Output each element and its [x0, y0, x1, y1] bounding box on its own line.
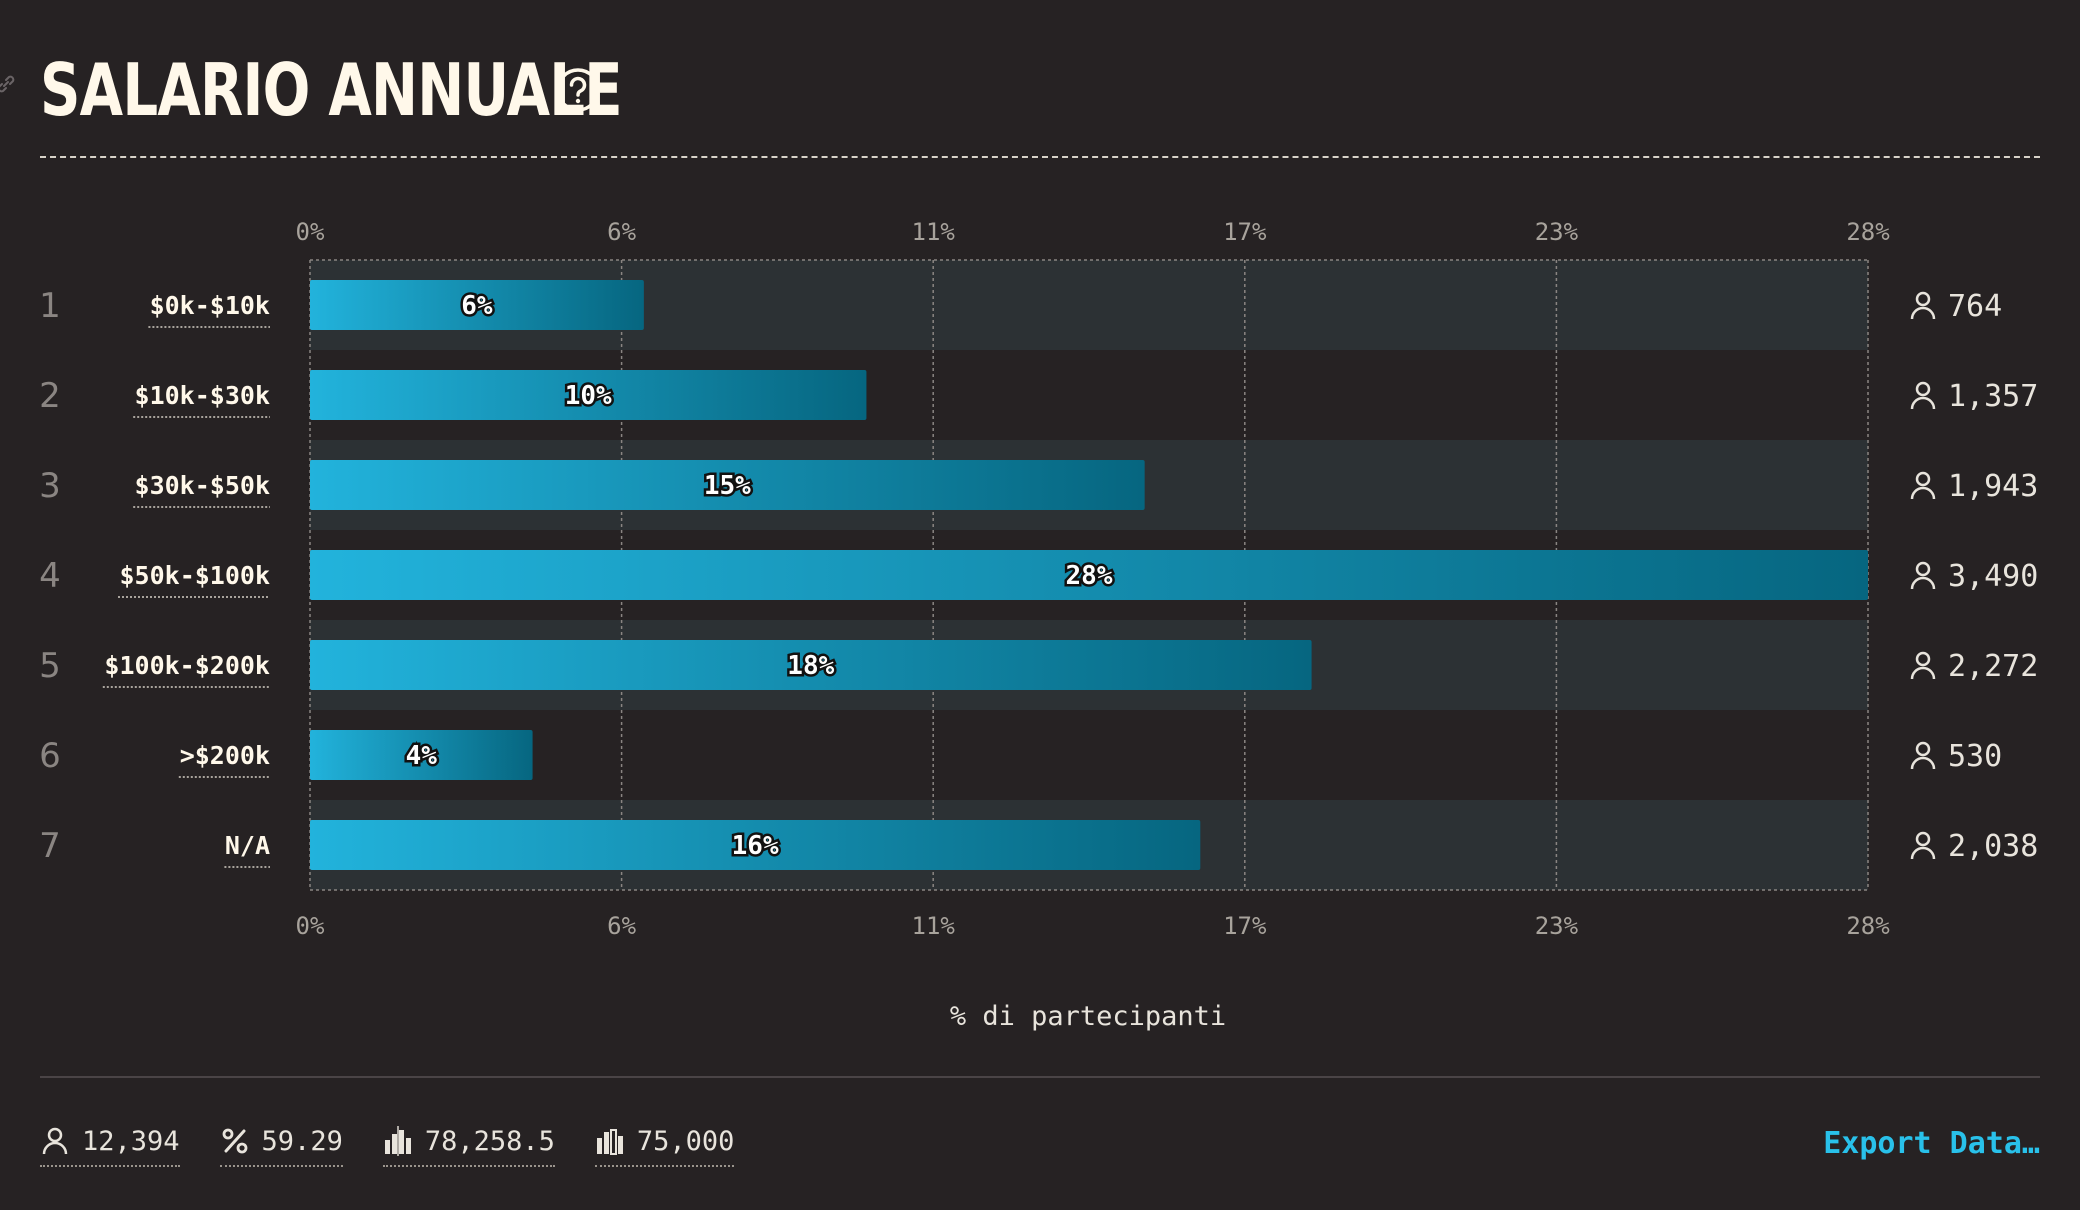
bar-value-label: 28% [1066, 561, 1113, 591]
stat-percent[interactable]: 59.29 [219, 1121, 343, 1167]
respondent-count: 3,490 [1948, 559, 2038, 594]
footer-divider [40, 1076, 2040, 1078]
person-icon-body [1910, 306, 1936, 320]
person-icon-body [1910, 576, 1936, 590]
bar-value-label: 6% [461, 291, 493, 321]
row-rank: 3 [39, 466, 61, 506]
export-data-link[interactable]: Export Data… [1823, 1126, 2040, 1161]
respondent-count: 1,943 [1948, 469, 2038, 504]
stat-median[interactable]: 75,000 [594, 1121, 735, 1167]
person-icon [1910, 651, 1936, 680]
category-label: $0k-$10k [150, 291, 270, 320]
respondent-count: 530 [1948, 739, 2002, 774]
person-icon-head [1915, 291, 1931, 307]
person-icon [1910, 561, 1936, 590]
bar-value-label: 15% [704, 471, 751, 501]
respondent-count: 2,038 [1948, 829, 2038, 864]
bar-value-label: 10% [565, 381, 612, 411]
x-tick-label-bottom: 6% [607, 912, 636, 940]
bar-value-label: 18% [787, 651, 834, 681]
bar [310, 370, 867, 420]
row-rank: 6 [39, 736, 61, 776]
respondent-count: 764 [1948, 289, 2002, 324]
bar [310, 820, 1201, 870]
row-rank: 5 [39, 646, 61, 686]
category-label: $50k-$100k [119, 561, 270, 590]
person-icon-head [1915, 471, 1931, 487]
person-icon-body [1910, 486, 1936, 500]
x-tick-label-bottom: 0% [296, 912, 325, 940]
person-icon-body [1910, 846, 1936, 860]
person-icon-body [1910, 396, 1936, 410]
title-divider [40, 156, 2040, 158]
person-icon-head [1915, 651, 1931, 667]
bar [310, 460, 1145, 510]
person-icon [1910, 831, 1936, 860]
person-icon-head [1915, 831, 1931, 847]
x-tick-label-top: 28% [1846, 218, 1890, 246]
stat-value: 12,394 [82, 1125, 180, 1157]
stat-value: 59.29 [261, 1125, 343, 1157]
bar [310, 730, 533, 780]
person-icon [1910, 291, 1936, 320]
stat-value: 75,000 [636, 1125, 735, 1157]
person-icon [42, 1127, 68, 1155]
x-tick-label-bottom: 28% [1846, 912, 1890, 940]
x-tick-label-top: 23% [1535, 218, 1579, 246]
bar-value-label: 4% [406, 741, 438, 771]
mean-bar-icon [384, 1126, 411, 1156]
category-label: $100k-$200k [104, 651, 270, 680]
person-icon-head [1915, 561, 1931, 577]
row-rank: 1 [39, 286, 61, 326]
respondent-count: 2,272 [1948, 649, 2038, 684]
percent-icon [222, 1128, 247, 1154]
respondent-count: 1,357 [1948, 379, 2038, 414]
stat-mean[interactable]: 78,258.5 [382, 1121, 555, 1167]
person-icon-head [1915, 741, 1931, 757]
person-icon-body [1910, 756, 1936, 770]
person-icon-body [1910, 666, 1936, 680]
row-rank: 4 [39, 556, 61, 596]
help-circle-icon[interactable] [554, 66, 602, 114]
x-tick-label-top: 0% [296, 218, 325, 246]
bar [310, 280, 644, 330]
summary-stats: 12,394 59.29 78,258.5 75,000 [40, 1120, 774, 1168]
stat-respondents[interactable]: 12,394 [40, 1121, 180, 1167]
person-icon-head [1915, 381, 1931, 397]
row-rank: 2 [39, 376, 61, 416]
x-tick-label-top: 6% [607, 218, 636, 246]
person-icon [1910, 471, 1936, 500]
category-label: N/A [225, 831, 270, 860]
page-title: SALARIO ANNUALE [40, 48, 623, 132]
x-tick-label-top: 17% [1223, 218, 1267, 246]
bar-chart: 0% 6% 11% 17% 23% 28% 0% 6% 11% 17% 23% 28% 6% 10% 1… [39, 218, 2038, 1032]
x-axis-label: % di partecipanti [950, 1001, 1226, 1032]
row-rank: 7 [39, 826, 61, 866]
x-tick-label-bottom: 11% [912, 912, 956, 940]
person-icon [1910, 741, 1936, 770]
median-bar-icon [596, 1129, 623, 1155]
x-tick-label-bottom: 17% [1223, 912, 1267, 940]
category-label: >$200k [180, 741, 270, 770]
person-icon [1910, 381, 1936, 410]
stat-value: 78,258.5 [424, 1125, 555, 1157]
bar [310, 640, 1312, 690]
link-icon[interactable] [0, 72, 18, 96]
bar [310, 550, 1868, 600]
x-tick-label-bottom: 23% [1535, 912, 1579, 940]
category-label: $10k-$30k [135, 381, 270, 410]
x-tick-label-top: 11% [912, 218, 956, 246]
category-label: $30k-$50k [135, 471, 270, 500]
bar-value-label: 16% [732, 831, 779, 861]
